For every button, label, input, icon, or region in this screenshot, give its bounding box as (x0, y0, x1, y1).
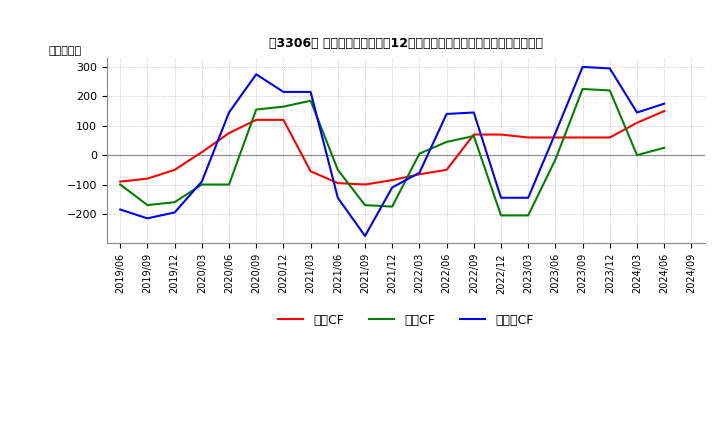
フリーCF (171, 210, 179, 215)
フリーCF (306, 89, 315, 95)
営業CF (361, 182, 369, 187)
営業CF (415, 172, 424, 177)
投資CF (306, 98, 315, 103)
投資CF (252, 107, 261, 112)
営業CF (388, 177, 397, 183)
営業CF (197, 150, 206, 155)
フリーCF (633, 110, 642, 115)
投資CF (361, 202, 369, 208)
営業CF (633, 120, 642, 125)
投資CF (497, 213, 505, 218)
投資CF (551, 157, 559, 162)
フリーCF (143, 216, 152, 221)
営業CF (497, 132, 505, 137)
投資CF (388, 204, 397, 209)
投資CF (606, 88, 614, 93)
フリーCF (225, 110, 233, 115)
フリーCF (442, 111, 451, 117)
投資CF (524, 213, 533, 218)
フリーCF (361, 233, 369, 238)
フリーCF (279, 89, 288, 95)
投資CF (415, 151, 424, 156)
投資CF (143, 202, 152, 208)
営業CF (442, 167, 451, 172)
フリーCF (116, 207, 125, 212)
フリーCF (252, 72, 261, 77)
Line: 営業CF: 営業CF (120, 111, 665, 184)
Title: ［3306］ キャッシュフローの12か月移動合計の対前年同期増減額の推移: ［3306］ キャッシュフローの12か月移動合計の対前年同期増減額の推移 (269, 37, 543, 50)
営業CF (171, 167, 179, 172)
営業CF (143, 176, 152, 181)
フリーCF (606, 66, 614, 71)
投資CF (578, 86, 587, 92)
投資CF (660, 145, 669, 150)
フリーCF (524, 195, 533, 200)
営業CF (660, 108, 669, 114)
フリーCF (333, 195, 342, 200)
投資CF (469, 133, 478, 139)
投資CF (197, 182, 206, 187)
フリーCF (660, 101, 669, 106)
営業CF (225, 130, 233, 136)
Line: フリーCF: フリーCF (120, 67, 665, 236)
営業CF (551, 135, 559, 140)
投資CF (333, 167, 342, 172)
フリーCF (197, 179, 206, 184)
投資CF (116, 182, 125, 187)
フリーCF (415, 170, 424, 176)
フリーCF (388, 185, 397, 190)
営業CF (524, 135, 533, 140)
Y-axis label: （百万円）: （百万円） (48, 46, 81, 56)
投資CF (279, 104, 288, 109)
投資CF (442, 139, 451, 145)
営業CF (333, 180, 342, 186)
投資CF (171, 199, 179, 205)
営業CF (306, 169, 315, 174)
営業CF (578, 135, 587, 140)
フリーCF (578, 64, 587, 70)
投資CF (633, 153, 642, 158)
営業CF (116, 179, 125, 184)
フリーCF (469, 110, 478, 115)
営業CF (606, 135, 614, 140)
営業CF (252, 117, 261, 122)
フリーCF (497, 195, 505, 200)
投資CF (225, 182, 233, 187)
フリーCF (551, 130, 559, 136)
Line: 投資CF: 投資CF (120, 89, 665, 216)
営業CF (279, 117, 288, 122)
Legend: 営業CF, 投資CF, フリーCF: 営業CF, 投資CF, フリーCF (274, 309, 539, 332)
営業CF (469, 132, 478, 137)
